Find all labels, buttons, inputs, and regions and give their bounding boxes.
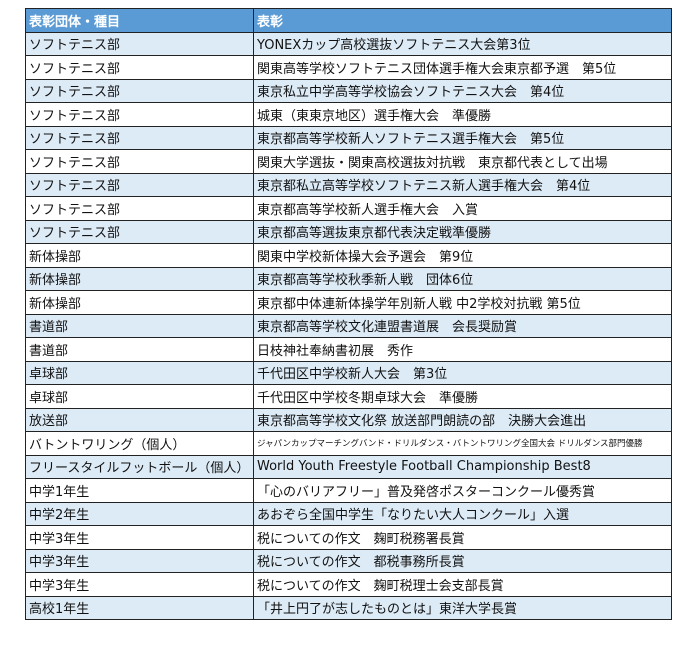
cell-group: ソフトテニス部 — [25, 78, 254, 103]
cell-award: 税についての作文 麹町税理士会支部長賞 — [253, 572, 672, 597]
cell-award: 千代田区中学校冬期卓球大会 準優勝 — [253, 384, 672, 409]
cell-award: 税についての作文 都税事務所長賞 — [253, 548, 672, 573]
cell-group: ソフトテニス部 — [25, 196, 254, 221]
table-row: 高校1年生 「井上円了が志したものとは」東洋大学長賞 — [25, 595, 672, 620]
cell-group: ソフトテニス部 — [25, 102, 254, 127]
table-row: ソフトテニス部 東京都高等選抜東京都代表決定戦準優勝 — [25, 219, 672, 244]
cell-group: 新体操部 — [25, 243, 254, 268]
cell-award: 「心のバリアフリー」普及発啓ポスターコンクール優秀賞 — [253, 478, 672, 503]
cell-group: 書道部 — [25, 313, 254, 338]
cell-group: 新体操部 — [25, 290, 254, 315]
cell-group: 高校1年生 — [25, 595, 254, 620]
table-row: ソフトテニス部 東京都私立高等学校ソフトテニス新人選手権大会 第4位 — [25, 172, 672, 197]
table-row: 中学2年生 あおぞら全国中学生「なりたい大人コンクール」入選 — [25, 501, 672, 526]
cell-award: 「井上円了が志したものとは」東洋大学長賞 — [253, 595, 672, 620]
table-row: ソフトテニス部 関東高等学校ソフトテニス団体選手権大会東京都予選 第5位 — [25, 55, 672, 80]
table-row: 書道部 東京都高等学校文化連盟書道展 会長奨励賞 — [25, 313, 672, 338]
cell-group: 中学3年生 — [25, 548, 254, 573]
cell-award: 城東（東東京地区）選手権大会 準優勝 — [253, 102, 672, 127]
table-row: 中学3年生 税についての作文 麹町税務署長賞 — [25, 525, 672, 550]
cell-group: 放送部 — [25, 407, 254, 432]
table-header-row: 表彰団体・種目 表彰 — [25, 8, 672, 33]
table-row: ソフトテニス部 城東（東東京地区）選手権大会 準優勝 — [25, 102, 672, 127]
cell-group: 中学2年生 — [25, 501, 254, 526]
cell-award: 東京都高等選抜東京都代表決定戦準優勝 — [253, 219, 672, 244]
table-row: 卓球部 千代田区中学校新人大会 第3位 — [25, 360, 672, 385]
cell-award: 東京都高等学校文化祭 放送部門朗読の部 決勝大会進出 — [253, 407, 672, 432]
table-row: 放送部 東京都高等学校文化祭 放送部門朗読の部 決勝大会進出 — [25, 407, 672, 432]
cell-award: 関東中学校新体操大会予選会 第9位 — [253, 243, 672, 268]
table-row: ソフトテニス部 東京都高等学校新人選手権大会 入賞 — [25, 196, 672, 221]
table-row: 中学3年生 税についての作文 麹町税理士会支部長賞 — [25, 572, 672, 597]
cell-group: ソフトテニス部 — [25, 219, 254, 244]
table-row: ソフトテニス部 YONEXカップ高校選抜ソフトテニス大会第3位 — [25, 31, 672, 56]
cell-award: 税についての作文 麹町税務署長賞 — [253, 525, 672, 550]
cell-group: ソフトテニス部 — [25, 125, 254, 150]
cell-group: 新体操部 — [25, 266, 254, 291]
table-row: 中学3年生 税についての作文 都税事務所長賞 — [25, 548, 672, 573]
cell-award: World Youth Freestyle Football Champions… — [253, 454, 672, 479]
cell-award: 東京都高等学校新人選手権大会 入賞 — [253, 196, 672, 221]
awards-table: 表彰団体・種目 表彰 ソフトテニス部 YONEXカップ高校選抜ソフトテニス大会第3… — [25, 8, 672, 620]
cell-group: ソフトテニス部 — [25, 31, 254, 56]
cell-group: 卓球部 — [25, 384, 254, 409]
cell-award: 東京都高等学校新人ソフトテニス選手権大会 第5位 — [253, 125, 672, 150]
cell-group: ソフトテニス部 — [25, 172, 254, 197]
cell-award: 日枝神社奉納書初展 秀作 — [253, 337, 672, 362]
cell-award: 千代田区中学校新人大会 第3位 — [253, 360, 672, 385]
cell-award: 東京都高等学校文化連盟書道展 会長奨励賞 — [253, 313, 672, 338]
cell-award: ジャパンカップマーチングバンド・ドリルダンス・バトントワリング全国大会 ドリルダ… — [253, 431, 672, 456]
table-row: ソフトテニス部 東京都高等学校新人ソフトテニス選手権大会 第5位 — [25, 125, 672, 150]
cell-award: あおぞら全国中学生「なりたい大人コンクール」入選 — [253, 501, 672, 526]
cell-group: 中学1年生 — [25, 478, 254, 503]
cell-award: 関東大学選抜・関東高校選抜対抗戦 東京都代表として出場 — [253, 149, 672, 174]
table-row: 新体操部 東京都高等学校秋季新人戦 団体6位 — [25, 266, 672, 291]
table-row: 書道部 日枝神社奉納書初展 秀作 — [25, 337, 672, 362]
cell-group: ソフトテニス部 — [25, 149, 254, 174]
cell-group: 書道部 — [25, 337, 254, 362]
cell-group: フリースタイルフットボール（個人） — [25, 454, 254, 479]
cell-group: ソフトテニス部 — [25, 55, 254, 80]
table-row: バトントワリング（個人） ジャパンカップマーチングバンド・ドリルダンス・バトントワ… — [25, 431, 672, 456]
cell-award: 東京都高等学校秋季新人戦 団体6位 — [253, 266, 672, 291]
table-row: ソフトテニス部 東京私立中学高等学校協会ソフトテニス大会 第4位 — [25, 78, 672, 103]
table-row: ソフトテニス部 関東大学選抜・関東高校選抜対抗戦 東京都代表として出場 — [25, 149, 672, 174]
cell-award: YONEXカップ高校選抜ソフトテニス大会第3位 — [253, 31, 672, 56]
header-award: 表彰 — [253, 8, 672, 33]
cell-group: 中学3年生 — [25, 572, 254, 597]
table-row: 新体操部 東京都中体連新体操学年別新人戦 中2学校対抗戦 第5位 — [25, 290, 672, 315]
cell-group: 卓球部 — [25, 360, 254, 385]
cell-award: 東京都中体連新体操学年別新人戦 中2学校対抗戦 第5位 — [253, 290, 672, 315]
cell-group: 中学3年生 — [25, 525, 254, 550]
table-row: 新体操部 関東中学校新体操大会予選会 第9位 — [25, 243, 672, 268]
header-group: 表彰団体・種目 — [25, 8, 254, 33]
table-row: フリースタイルフットボール（個人） World Youth Freestyle F… — [25, 454, 672, 479]
cell-award: 関東高等学校ソフトテニス団体選手権大会東京都予選 第5位 — [253, 55, 672, 80]
cell-award: 東京都私立高等学校ソフトテニス新人選手権大会 第4位 — [253, 172, 672, 197]
cell-award: 東京私立中学高等学校協会ソフトテニス大会 第4位 — [253, 78, 672, 103]
table-row: 卓球部 千代田区中学校冬期卓球大会 準優勝 — [25, 384, 672, 409]
cell-group: バトントワリング（個人） — [25, 431, 254, 456]
table-row: 中学1年生 「心のバリアフリー」普及発啓ポスターコンクール優秀賞 — [25, 478, 672, 503]
